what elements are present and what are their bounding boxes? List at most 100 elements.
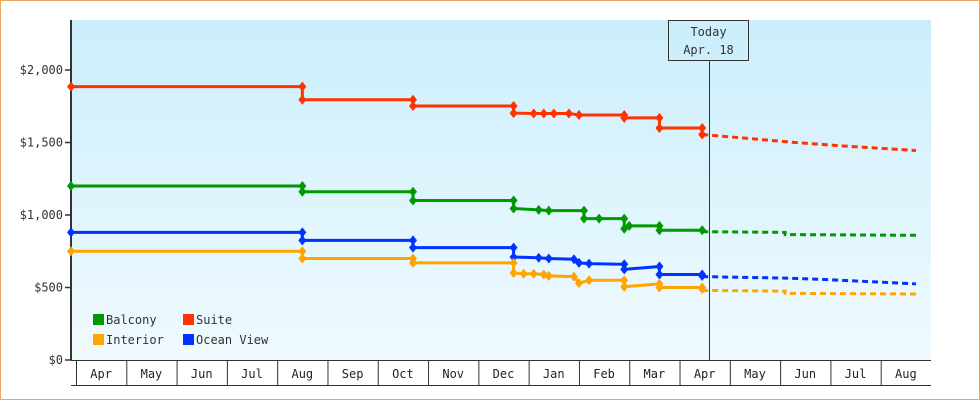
legend-item-balcony[interactable]: Balcony (93, 313, 157, 327)
data-point-marker (549, 108, 558, 119)
data-point-marker (298, 253, 307, 264)
x-month-label: Jun (794, 367, 816, 381)
x-month-label: Jun (191, 367, 213, 381)
data-point-marker (655, 123, 664, 133)
series-line (71, 184, 703, 232)
data-point-marker (509, 100, 518, 111)
data-point-marker (509, 257, 518, 268)
today-label-line2: Apr. 18 (683, 43, 734, 57)
data-point-marker (580, 205, 588, 216)
data-point-marker (698, 225, 707, 236)
data-point-marker (509, 108, 518, 119)
x-month-label: Jul (241, 367, 263, 381)
x-month-label: Nov (442, 367, 464, 381)
x-month-label: Feb (593, 367, 615, 381)
x-month-label: Apr (694, 367, 716, 381)
series-lines (67, 81, 917, 296)
data-point-marker (409, 235, 417, 246)
data-point-marker (509, 203, 518, 214)
x-month-label: Apr (90, 367, 112, 381)
data-point-marker (298, 81, 307, 92)
x-month-label: Aug (291, 367, 313, 381)
legend-swatch (93, 334, 104, 345)
x-axis: Apr May Jun Jul Aug Sep Oct Nov Dec Jan Feb Mar Apr M… (71, 360, 931, 386)
data-point-marker (655, 112, 664, 123)
data-point-marker (698, 283, 707, 294)
data-point-marker (620, 259, 629, 270)
today-marker: Today Apr. 18 (668, 20, 749, 360)
x-month-label: Dec (493, 367, 515, 381)
data-point-marker (298, 94, 307, 105)
data-point-marker (655, 225, 664, 236)
legend-swatch (183, 314, 194, 325)
legend-label: Balcony (106, 313, 157, 327)
data-point-marker (655, 269, 664, 280)
data-point-marker (574, 257, 583, 268)
data-point-marker (298, 186, 307, 197)
data-point-marker (655, 261, 664, 272)
data-point-marker (544, 205, 553, 216)
data-point-marker (409, 100, 417, 111)
data-point-marker (620, 213, 629, 224)
data-point-marker (409, 94, 417, 105)
data-point-marker (544, 253, 553, 264)
legend-item-ocean-view[interactable]: Ocean View (183, 333, 269, 347)
legend-label: Ocean View (196, 333, 269, 347)
data-point-marker (409, 195, 417, 206)
x-month-label: Sep (342, 367, 364, 381)
data-point-marker (564, 108, 573, 119)
data-point-marker (67, 227, 75, 238)
y-tick-label: $500 (34, 281, 63, 295)
x-month-label: Jul (845, 367, 867, 381)
data-point-marker (544, 270, 553, 281)
data-point-marker (509, 268, 518, 278)
data-point-marker (409, 186, 417, 197)
data-point-marker (698, 123, 707, 133)
series-forecast-line (702, 230, 916, 237)
y-axis: $0 $500 $1,000 $1,500 $2,000 (20, 20, 72, 367)
y-tick-label: $0 (49, 353, 63, 367)
x-month-label: May (744, 367, 766, 381)
data-point-marker (595, 213, 604, 224)
data-point-marker (580, 213, 588, 224)
legend-item-interior[interactable]: Interior (93, 333, 164, 347)
data-point-marker (698, 129, 707, 140)
data-point-marker (655, 282, 664, 293)
data-point-marker (509, 242, 518, 253)
data-point-marker (67, 181, 75, 191)
series-balcony (67, 181, 916, 237)
data-point-marker (67, 246, 75, 257)
data-point-marker (529, 108, 538, 119)
data-point-marker (534, 204, 543, 215)
series-interior (67, 246, 916, 296)
data-point-marker (698, 270, 707, 281)
legend-item-suite[interactable]: Suite (183, 313, 232, 327)
legend-swatch (183, 334, 194, 345)
data-point-marker (529, 268, 538, 279)
series-suite (67, 81, 917, 152)
series-forecast-line (702, 288, 916, 296)
data-point-marker (298, 181, 307, 191)
data-point-marker (534, 252, 543, 263)
data-point-marker (509, 252, 518, 263)
legend-label: Suite (196, 313, 232, 327)
series-forecast-line (702, 133, 917, 152)
data-point-marker (519, 268, 528, 279)
data-point-marker (569, 271, 578, 282)
plot-background (71, 20, 931, 360)
today-label-line1: Today (690, 25, 726, 39)
x-month-label: Jan (543, 367, 565, 381)
data-point-marker (298, 246, 307, 257)
legend-swatch (93, 314, 104, 325)
x-month-label: Aug (895, 367, 917, 381)
today-label-box (668, 20, 749, 61)
x-month-label: Mar (644, 367, 666, 381)
data-point-marker (585, 258, 594, 269)
x-month-label: May (141, 367, 163, 381)
data-point-marker (509, 195, 518, 206)
data-point-marker (298, 227, 307, 238)
data-point-marker (539, 108, 548, 119)
y-tick-label: $1,000 (20, 208, 63, 222)
series-forecast-line (702, 275, 917, 286)
